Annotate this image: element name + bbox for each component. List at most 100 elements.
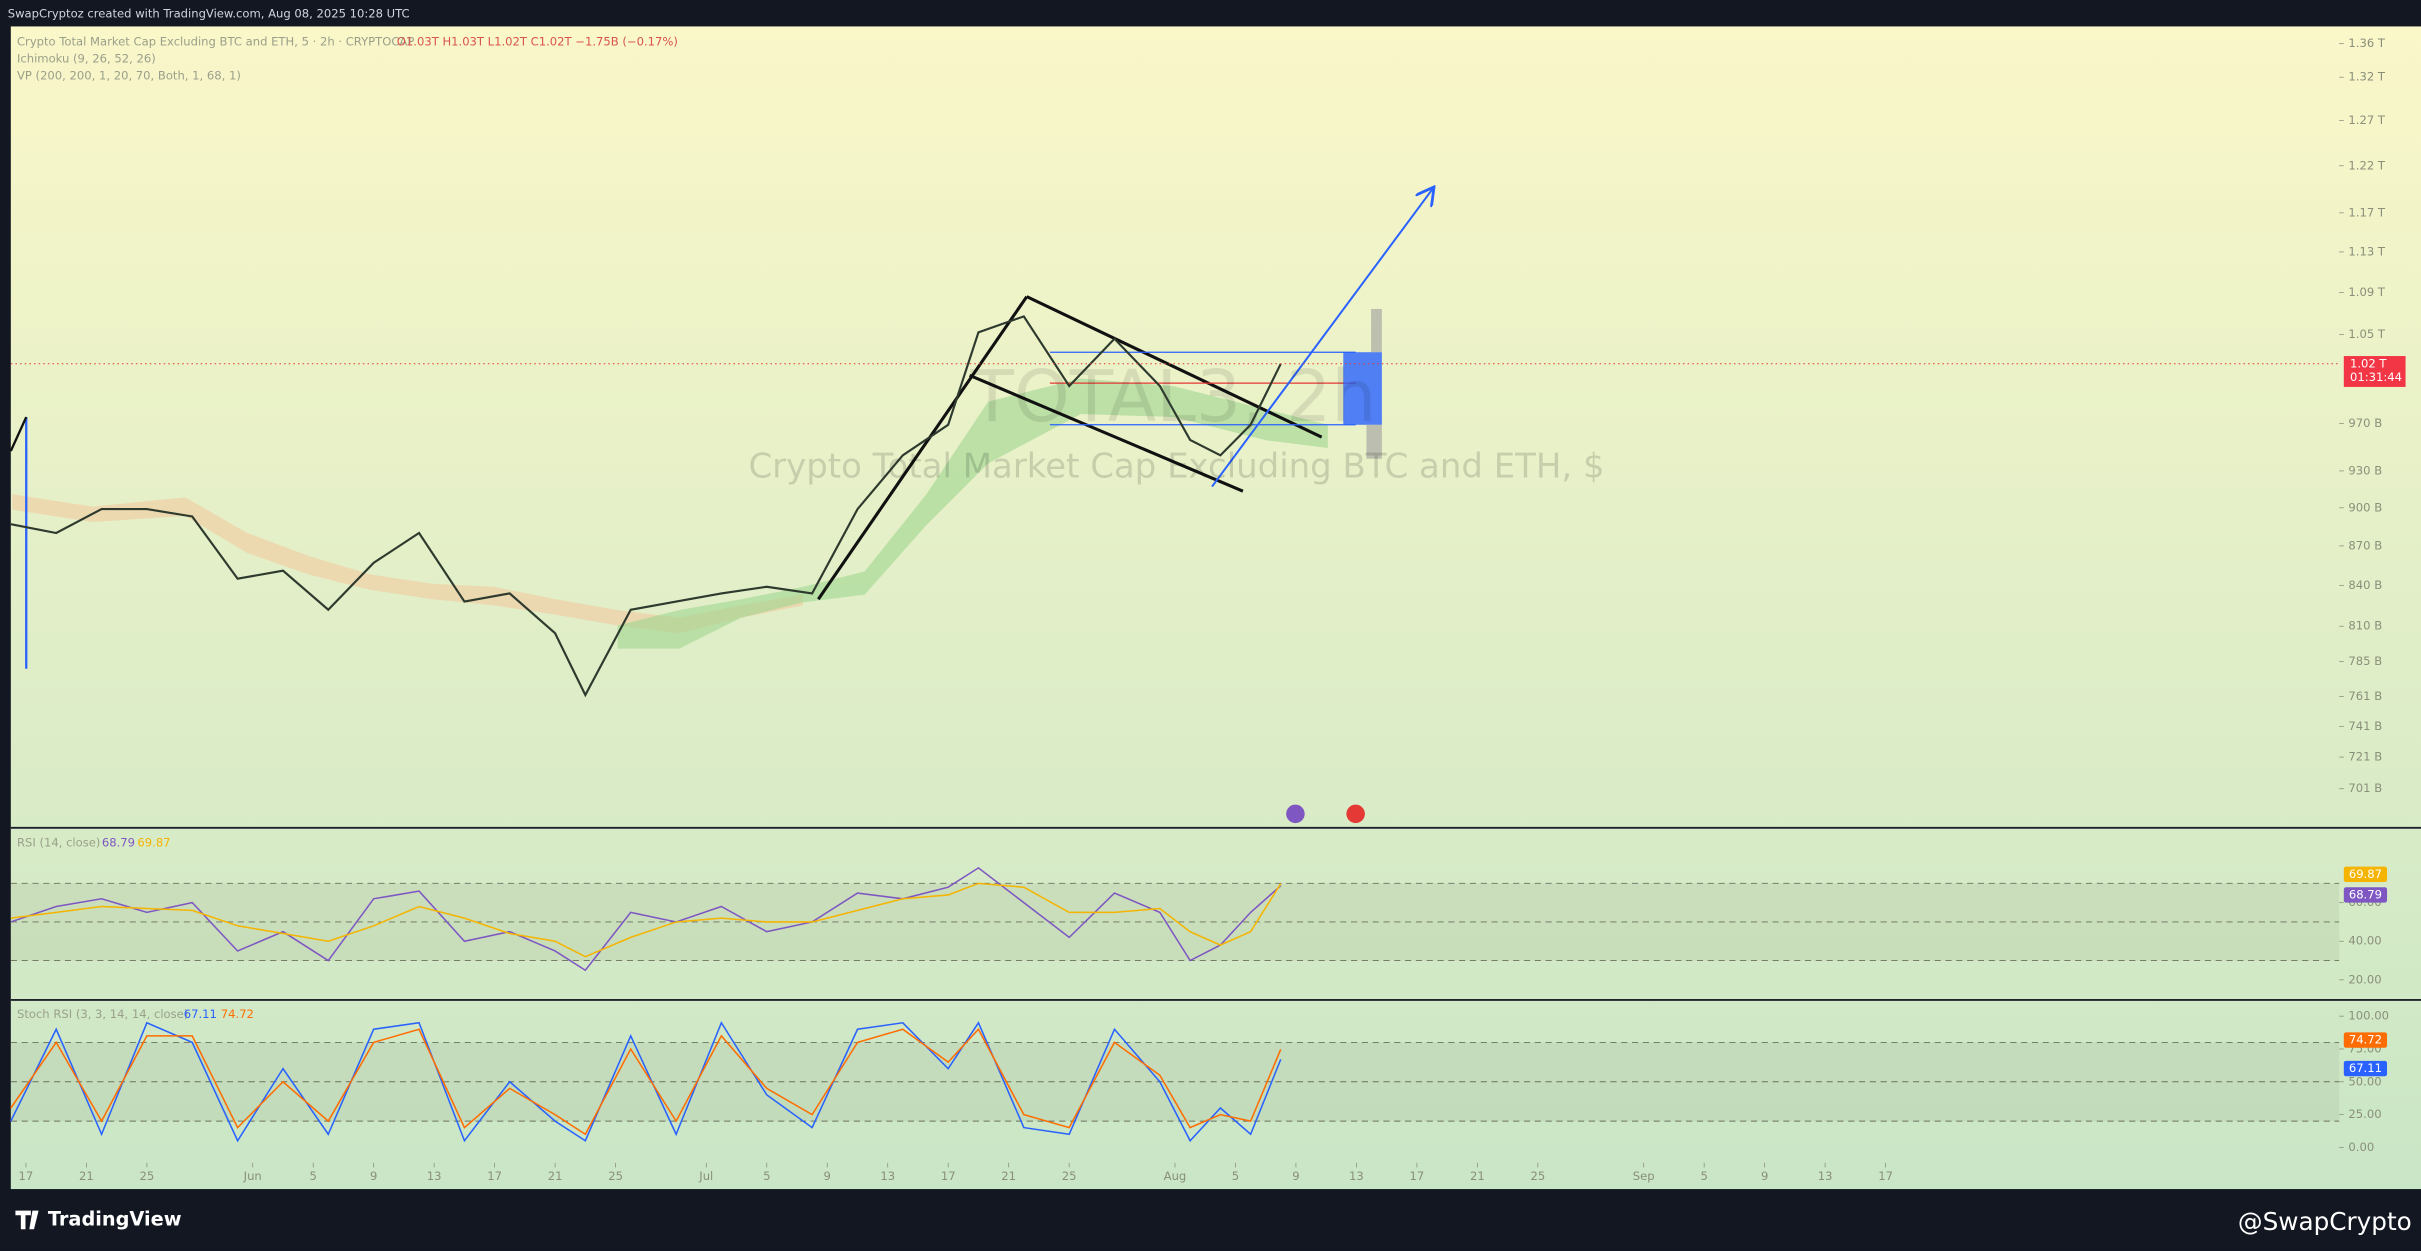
y-tick-label: 25.00 <box>2348 1107 2381 1121</box>
x-tick-label: 17 <box>487 1169 502 1183</box>
y-tick-label: 1.27 T <box>2348 113 2385 127</box>
drawing-line <box>9 416 28 452</box>
x-tick-label: 13 <box>1349 1169 1364 1183</box>
ichimoku-cloud <box>617 378 1328 649</box>
x-tick-label: 25 <box>608 1169 623 1183</box>
x-tick-label: 21 <box>548 1169 563 1183</box>
x-tick-label: 25 <box>1530 1169 1545 1183</box>
x-tick-label: Jul <box>698 1169 713 1183</box>
y-tick-label: 761 B <box>2348 689 2382 703</box>
rsi-value: 68.79 <box>102 836 135 850</box>
x-tick-label: 17 <box>1410 1169 1425 1183</box>
y-tick-label: 741 B <box>2348 719 2382 733</box>
legend-symbol: Crypto Total Market Cap Excluding BTC an… <box>17 34 414 48</box>
y-tick-label: 50.00 <box>2348 1074 2381 1088</box>
x-tick-label: Aug <box>1164 1169 1187 1183</box>
price-tag-text: 1.02 T <box>2350 356 2387 370</box>
legend-ichimoku: Ichimoku (9, 26, 52, 26) <box>17 51 156 65</box>
y-tick-label: 20.00 <box>2348 972 2381 986</box>
y-tick-label: 1.09 T <box>2348 285 2385 299</box>
x-tick-label: 17 <box>1878 1169 1893 1183</box>
event-icon[interactable] <box>1346 804 1365 824</box>
x-tick-label: Sep <box>1633 1169 1655 1183</box>
y-tick-label: 100.00 <box>2348 1009 2389 1023</box>
tv-logo <box>15 1210 39 1230</box>
x-tick-label: 17 <box>19 1169 34 1183</box>
x-tick-label: 17 <box>941 1169 956 1183</box>
x-tick-label: 21 <box>1001 1169 1016 1183</box>
stoch-d-value: 74.72 <box>221 1007 254 1021</box>
x-tick-label: Jun <box>243 1169 262 1183</box>
x-tick-label: 21 <box>1470 1169 1485 1183</box>
footer-brand: TradingView <box>48 1207 182 1230</box>
rsi-ma-value: 69.87 <box>137 836 170 850</box>
x-tick-label: 25 <box>1062 1169 1077 1183</box>
projection-arrow <box>1211 189 1433 488</box>
y-tick-label: 970 B <box>2348 416 2382 430</box>
value-tag <box>2343 866 2388 883</box>
flag-upper <box>1026 295 1323 439</box>
y-tick-label: 1.13 T <box>2348 244 2385 258</box>
volume-profile <box>1343 308 1382 459</box>
x-tick-label: 13 <box>1818 1169 1833 1183</box>
flag-pole <box>817 295 1029 601</box>
value-tag <box>2343 1060 2388 1077</box>
price-tag <box>2343 356 2406 387</box>
x-tick-label: 21 <box>79 1169 94 1183</box>
value-tag <box>2343 887 2388 903</box>
y-tick-label: 1.17 T <box>2348 205 2385 219</box>
x-tick-label: 9 <box>370 1169 377 1183</box>
y-tick-label: 40.00 <box>2348 934 2381 948</box>
stoch-k-value: 67.11 <box>184 1007 217 1021</box>
legend-vp: VP (200, 200, 1, 20, 70, Both, 1, 68, 1) <box>17 68 241 82</box>
event-icon[interactable] <box>1286 804 1305 824</box>
y-tick-label: 1.36 T <box>2348 36 2385 50</box>
flag-lower <box>969 373 1244 493</box>
x-tick-label: 9 <box>1761 1169 1768 1183</box>
countdown-text: 01:31:44 <box>2350 370 2402 384</box>
y-tick-label: 870 B <box>2348 538 2382 552</box>
series-line <box>10 1027 1282 1136</box>
y-tick-label: 930 B <box>2348 463 2382 477</box>
value-tag <box>2343 1032 2388 1048</box>
value-tag-text: 69.87 <box>2349 867 2382 881</box>
x-tick-label: 5 <box>1700 1169 1707 1183</box>
footer-author: @SwapCrypto <box>2238 1207 2412 1236</box>
y-tick-label: 721 B <box>2348 750 2382 764</box>
x-tick-label: 25 <box>140 1169 155 1183</box>
legend-ohlc: O1.03T H1.03T L1.02T C1.02T −1.75B (−0.1… <box>397 34 678 48</box>
vp-bar <box>1371 308 1382 353</box>
y-tick-label: 900 B <box>2348 500 2382 514</box>
x-tick-label: 5 <box>763 1169 770 1183</box>
chart-background <box>10 26 2421 1190</box>
x-tick-label: 9 <box>824 1169 831 1183</box>
watermark-description: Crypto Total Market Cap Excluding BTC an… <box>748 447 1604 487</box>
x-tick-label: 13 <box>427 1169 442 1183</box>
x-tick-label: 9 <box>1292 1169 1299 1183</box>
rsi-title: RSI (14, close) <box>17 836 100 850</box>
y-tick-label: 1.05 T <box>2348 327 2385 341</box>
series-line <box>10 315 1282 698</box>
y-tick-label: 810 B <box>2348 619 2382 633</box>
series-line <box>10 882 1282 958</box>
value-tag-text: 67.11 <box>2349 1061 2382 1075</box>
watermark-symbol: TOTAL3, 2h <box>970 355 1377 438</box>
y-tick-label: 701 B <box>2348 781 2382 795</box>
value-tag-text: 68.79 <box>2349 887 2382 901</box>
vp-bar <box>1343 352 1382 425</box>
series-line <box>10 1021 1282 1143</box>
header-text: SwapCryptoz created with TradingView.com… <box>8 7 410 21</box>
vp-bar <box>1366 424 1382 459</box>
ichimoku-cloud <box>12 494 803 634</box>
y-tick-label: 1.32 T <box>2348 70 2385 84</box>
x-tick-label: 5 <box>1232 1169 1239 1183</box>
value-tag-text: 74.72 <box>2349 1033 2382 1047</box>
y-tick-label: 1.22 T <box>2348 158 2385 172</box>
y-tick-label: 0.00 <box>2348 1140 2374 1154</box>
stoch-title: Stoch RSI (3, 3, 14, 14, close) <box>17 1007 188 1021</box>
x-tick-label: 5 <box>310 1169 317 1183</box>
y-tick-label: 840 B <box>2348 578 2382 592</box>
x-tick-label: 13 <box>880 1169 895 1183</box>
